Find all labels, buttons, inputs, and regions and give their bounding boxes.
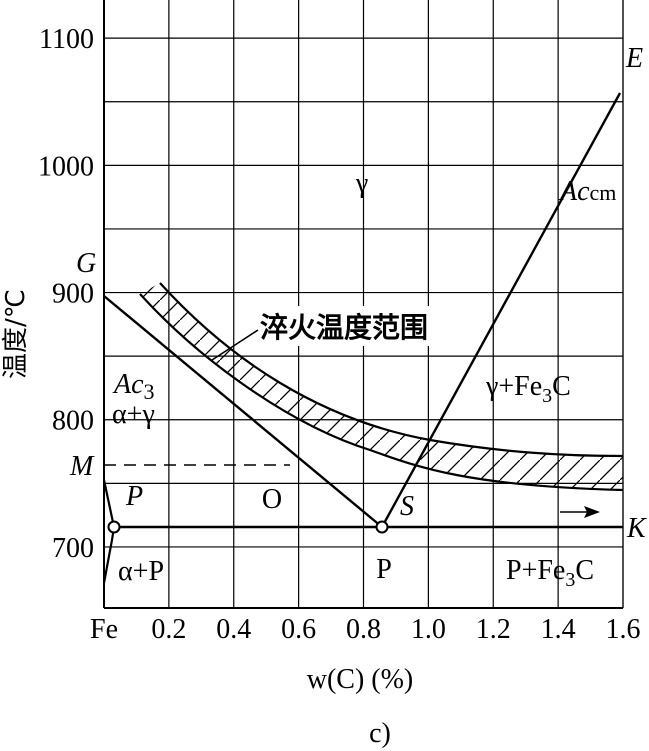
y-tick-labels: 700 800 900 1000 1100 <box>38 24 94 564</box>
quench-label-bg <box>258 306 444 346</box>
label-m: M <box>69 451 95 482</box>
figure-caption: c) <box>369 718 391 749</box>
y-tick-label: 900 <box>52 279 94 310</box>
label-g: G <box>76 248 96 279</box>
point-s <box>375 520 389 534</box>
y-tick-label: 800 <box>52 406 94 437</box>
x-axis-label: w(C) (%) <box>307 664 414 695</box>
a3-gs-line <box>103 295 383 528</box>
y-tick-label: 1100 <box>39 24 94 55</box>
label-alpha-gamma: α+γ <box>112 399 155 430</box>
x-tick-labels: 0.2 0.4 0.6 0.8 1.0 1.2 1.4 1.6 <box>151 614 640 645</box>
label-ac3: Ac3 <box>112 369 155 404</box>
label-gamma-fe3c: γ+Fe3C <box>485 371 571 407</box>
y-tick-label: 1000 <box>38 151 94 182</box>
x-origin-label: Fe <box>90 614 118 645</box>
point-p <box>107 520 121 534</box>
label-acm: Accm <box>558 176 616 207</box>
axes <box>103 0 624 609</box>
label-k: K <box>626 513 647 544</box>
acm-se-line <box>380 92 622 528</box>
quench-temperature-band <box>140 283 623 490</box>
x-tick-label: 0.6 <box>281 614 316 645</box>
x-tick-label: 0.8 <box>346 614 381 645</box>
label-p-region: P <box>376 554 392 585</box>
quench-lower-curve <box>139 293 624 492</box>
x-tick-label: 1.2 <box>476 614 511 645</box>
x-tick-label: 1.0 <box>411 614 446 645</box>
label-p-fe3c: P+Fe3C <box>506 555 594 591</box>
quench-upper-curve <box>159 282 624 458</box>
quench-leader-line <box>211 329 259 361</box>
y-axis-label: 温度/℃ <box>1 289 31 379</box>
x-tick-label: 1.6 <box>606 614 641 645</box>
label-gamma: γ <box>355 168 368 199</box>
x-tick-label: 0.2 <box>151 614 186 645</box>
x-tick-label: 0.4 <box>216 614 251 645</box>
label-s-point: S <box>400 491 414 522</box>
y-tick-label: 700 <box>52 533 94 564</box>
grid <box>104 0 624 608</box>
label-alpha-p: α+P <box>118 556 164 587</box>
arrow-head <box>584 506 600 518</box>
x-tick-label: 1.4 <box>541 614 576 645</box>
label-o: O <box>262 484 282 515</box>
pq-solvus-line <box>102 479 116 584</box>
label-p-point: P <box>125 481 143 512</box>
label-quench-range: 淬火温度范围 <box>260 311 428 344</box>
label-e: E <box>625 43 643 74</box>
